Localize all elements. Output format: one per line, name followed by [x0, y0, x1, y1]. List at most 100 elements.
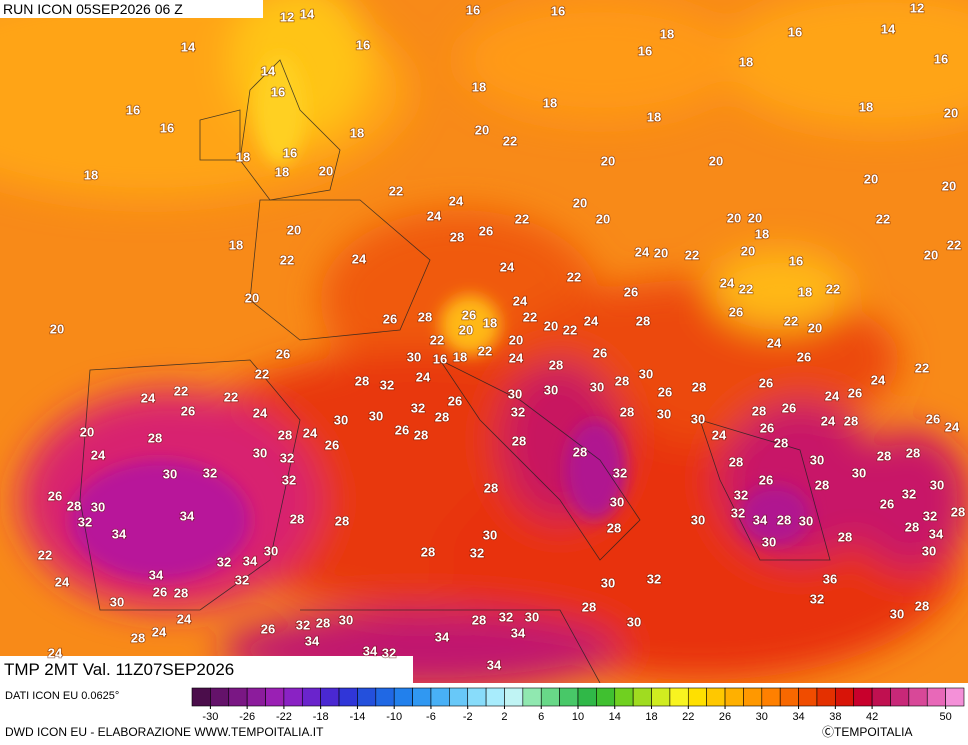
- colorbar-box: [485, 687, 505, 707]
- temperature-label: 34: [435, 629, 450, 644]
- temperature-label: 34: [511, 625, 526, 640]
- temperature-label: 24: [303, 425, 318, 440]
- temperature-label: 28: [906, 445, 920, 460]
- temperature-label: 32: [280, 450, 294, 465]
- temperature-label: 28: [512, 433, 526, 448]
- colorbar-box: [577, 687, 597, 707]
- colorbar-box: [320, 687, 340, 707]
- temperature-label: 18: [543, 95, 557, 110]
- temperature-label: 28: [278, 427, 292, 442]
- temperature-label: 26: [325, 437, 339, 452]
- temperature-label: 24: [825, 388, 840, 403]
- temperature-label: 24: [427, 208, 442, 223]
- temperature-label: 26: [759, 472, 773, 487]
- temperature-label: 20: [596, 211, 610, 226]
- temperature-label: 20: [319, 163, 333, 178]
- temperature-label: 24: [352, 251, 367, 266]
- temperature-label: 14: [261, 63, 276, 78]
- map-labels: 12 14 16 16 12 14 16 18 16 16 14 16 14 16 18 18 18 16 16 18…: [37, 0, 966, 673]
- temperature-label: 28: [316, 615, 330, 630]
- temperature-label: 30: [762, 534, 776, 549]
- temperature-label: 32: [511, 404, 525, 419]
- temperature-label: 24: [152, 624, 167, 639]
- run-box: [0, 0, 263, 18]
- temperature-label: 14: [181, 39, 196, 54]
- temperature-label: 22: [478, 343, 492, 358]
- temperature-label: 34: [305, 633, 320, 648]
- colorbar-tick-label: 38: [829, 711, 841, 723]
- temperature-label: 32: [203, 465, 217, 480]
- colorbar-box: [301, 687, 321, 707]
- colorbar-box: [228, 687, 248, 707]
- temperature-label: 28: [418, 309, 432, 324]
- temperature-label: 34: [487, 657, 502, 672]
- temperature-label: 16: [466, 2, 480, 17]
- colorbar-box: [265, 687, 285, 707]
- colorbar-box: [596, 687, 616, 707]
- temperature-label: 26: [153, 584, 167, 599]
- temperature-label: 34: [180, 508, 195, 523]
- temperature-label: 22: [280, 252, 294, 267]
- temperature-label: 32: [647, 571, 661, 586]
- colorbar-tick-label: -6: [426, 711, 436, 723]
- temperature-label: 34: [112, 526, 127, 541]
- colorbar-box: [504, 687, 524, 707]
- temperature-label: 28: [915, 598, 929, 613]
- temperature-label: 30: [799, 513, 813, 528]
- temperature-label: 32: [810, 591, 824, 606]
- colorbar-box: [706, 687, 726, 707]
- temperature-label: 20: [573, 195, 587, 210]
- colorbar-box: [559, 687, 579, 707]
- temperature-label: 34: [363, 643, 378, 658]
- colorbar-tick-label: 10: [572, 711, 584, 723]
- temperature-label: 32: [902, 486, 916, 501]
- temperature-label: 32: [282, 472, 296, 487]
- temperature-label: 34: [929, 526, 944, 541]
- temperature-label: 26: [448, 393, 462, 408]
- temperature-label: 26: [782, 400, 796, 415]
- temperature-label: 34: [243, 553, 258, 568]
- temperature-label: 28: [951, 504, 965, 519]
- temperature-label: 26: [181, 403, 195, 418]
- temperature-label: 22: [255, 366, 269, 381]
- colorbar-tick-label: 2: [501, 711, 507, 723]
- temperature-label: 28: [290, 511, 304, 526]
- temperature-label: 20: [287, 222, 301, 237]
- temperature-label: 30: [810, 452, 824, 467]
- temperature-label: 28: [620, 404, 634, 419]
- temperature-label: 28: [774, 435, 788, 450]
- temperature-label: 22: [503, 133, 517, 148]
- temperature-label: 28: [815, 477, 829, 492]
- colorbar-tick-label: 18: [645, 711, 657, 723]
- temperature-label: 28: [549, 357, 563, 372]
- colorbar-tick-label: -2: [463, 711, 473, 723]
- temperature-label: 30: [627, 614, 641, 629]
- colorbar-tick-label: -18: [313, 711, 329, 723]
- temperature-label: 28: [174, 585, 188, 600]
- temperature-label: 26: [729, 304, 743, 319]
- temperature-label: 30: [639, 366, 653, 381]
- colorbar-box: [908, 687, 928, 707]
- temperature-label: 14: [881, 21, 896, 36]
- temperature-label: 32: [235, 572, 249, 587]
- temperature-label: 20: [509, 332, 523, 347]
- colorbar: -30 -26 -22 -18 -14 -10 -6 -2 2 6 10 14 18 22 26 30 34 38…: [191, 687, 965, 723]
- temperature-label: 26: [760, 420, 774, 435]
- temperature-label: 30: [590, 379, 604, 394]
- temperature-label: 28: [335, 513, 349, 528]
- temperature-label: 22: [38, 547, 52, 562]
- temperature-label: 18: [84, 167, 98, 182]
- temperature-label: 18: [275, 164, 289, 179]
- temperature-label: 18: [859, 99, 873, 114]
- temperature-label: 32: [411, 400, 425, 415]
- temperature-label: 18: [472, 79, 486, 94]
- temperature-label: 16: [789, 253, 803, 268]
- temperature-label: 28: [148, 430, 162, 445]
- temperature-label: 22: [826, 281, 840, 296]
- temperature-label: 30: [264, 543, 278, 558]
- temperature-label: 16: [638, 43, 652, 58]
- temperature-label: 32: [380, 377, 394, 392]
- temperature-label: 32: [296, 617, 310, 632]
- temperature-label: 28: [752, 403, 766, 418]
